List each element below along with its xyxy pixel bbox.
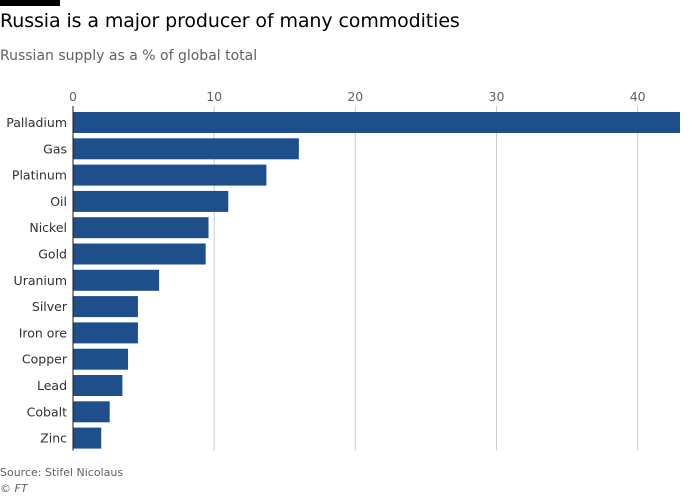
chart-title: Russia is a major producer of many commo… bbox=[0, 10, 460, 32]
gridlines bbox=[213, 106, 639, 451]
bars bbox=[73, 112, 680, 449]
category-label: Lead bbox=[37, 378, 67, 393]
x-axis-ticks: 0 10 20 30 40 bbox=[69, 89, 646, 104]
x-tick-label: 20 bbox=[347, 89, 363, 104]
bar-cobalt bbox=[73, 401, 110, 423]
bar-chart: 0 10 20 30 40 Palladium Gas Platinum Oil Nickel G… bbox=[6, 89, 680, 451]
category-labels: Palladium Gas Platinum Oil Nickel Gold Uranium… bbox=[6, 115, 68, 446]
copyright-credit: © FT bbox=[0, 482, 28, 495]
category-label: Platinum bbox=[12, 168, 67, 183]
category-label: Iron ore bbox=[19, 325, 68, 340]
bar-nickel bbox=[73, 217, 209, 239]
category-label: Zinc bbox=[40, 431, 67, 446]
x-tick-label: 0 bbox=[69, 89, 77, 104]
x-tick-label: 30 bbox=[489, 89, 505, 104]
x-tick-label: 40 bbox=[630, 89, 646, 104]
x-tick-label: 10 bbox=[206, 89, 222, 104]
bar-copper bbox=[73, 348, 129, 370]
category-label: Silver bbox=[32, 299, 68, 314]
bar-platinum bbox=[73, 164, 267, 186]
category-label: Oil bbox=[50, 194, 67, 209]
bar-zinc bbox=[73, 427, 102, 449]
bar-gas bbox=[73, 138, 299, 160]
bar-lead bbox=[73, 375, 123, 396]
bar-uranium bbox=[73, 269, 160, 291]
category-label: Copper bbox=[22, 352, 68, 367]
bar-silver bbox=[73, 296, 138, 318]
category-label: Gold bbox=[38, 247, 67, 262]
category-label: Uranium bbox=[14, 273, 67, 288]
source-note: Source: Stifel Nicolaus bbox=[0, 466, 124, 479]
bar-gold bbox=[73, 243, 206, 265]
category-label: Gas bbox=[43, 141, 67, 156]
chart-subtitle: Russian supply as a % of global total bbox=[0, 48, 258, 64]
bar-iron-ore bbox=[73, 322, 138, 344]
category-label: Nickel bbox=[29, 220, 67, 235]
bar-palladium bbox=[73, 112, 680, 133]
header-accent-bar bbox=[0, 0, 60, 6]
category-label: Palladium bbox=[6, 115, 67, 130]
category-label: Cobalt bbox=[27, 404, 67, 419]
bar-oil bbox=[73, 190, 229, 212]
